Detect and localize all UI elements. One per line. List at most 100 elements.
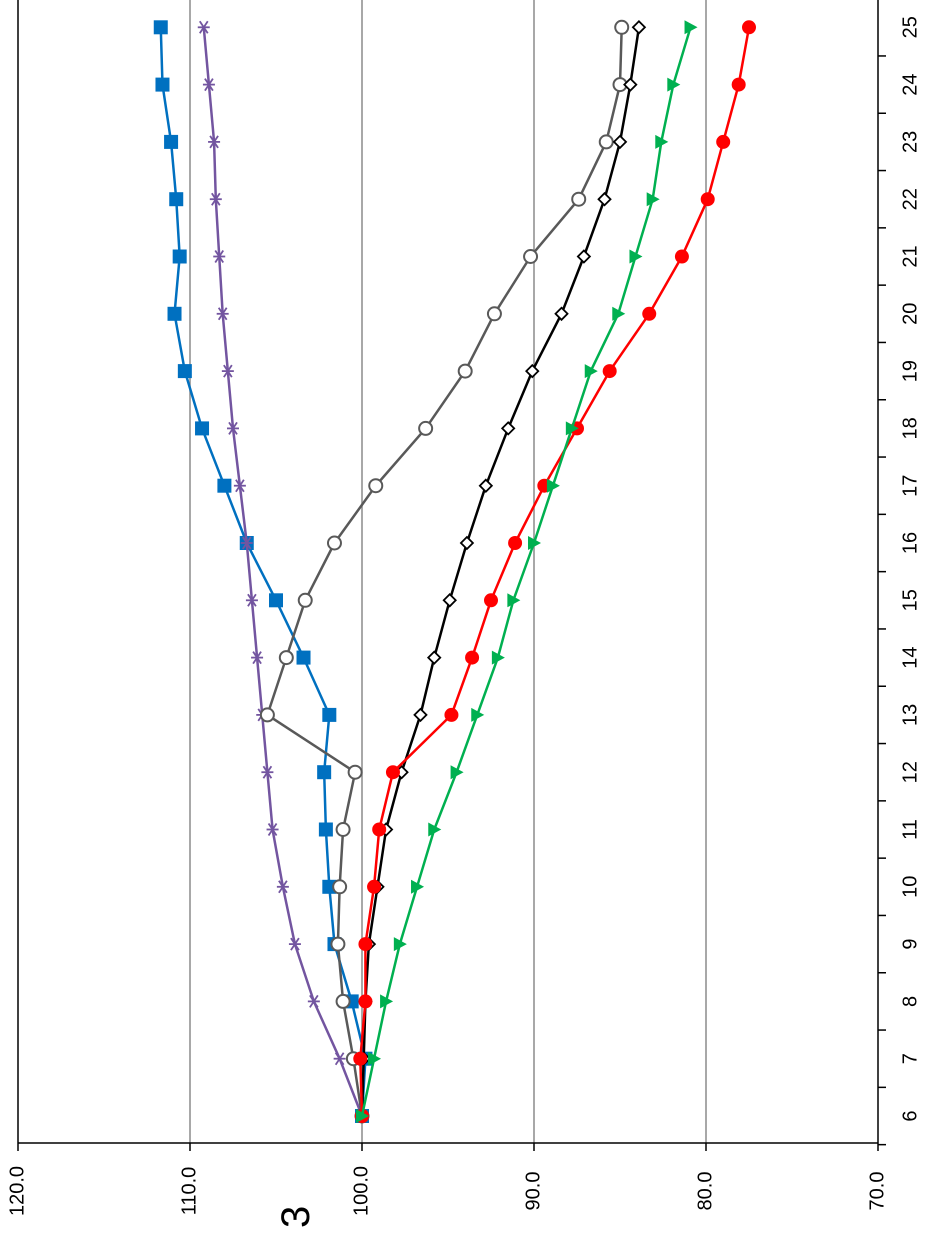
data-point (442, 593, 457, 608)
data-point (684, 20, 698, 35)
series-line (360, 26, 692, 1117)
data-point (353, 1051, 368, 1066)
data-point (731, 77, 746, 92)
data-point (457, 363, 473, 379)
data-point (326, 535, 342, 551)
data-point (491, 650, 505, 665)
data-point (297, 592, 313, 608)
data-point (358, 994, 373, 1009)
data-point (251, 651, 264, 665)
data-point (576, 249, 592, 264)
data-point (528, 536, 541, 550)
x-tick-label: 8 (899, 996, 921, 1007)
tick-labels: 6 7 8 9 10 11 12 13 14 15 16 17 18 19 20 21 22 23 24 25 120.… (6, 16, 921, 1216)
data-point (332, 879, 348, 895)
data-point (259, 707, 275, 723)
data-point (227, 421, 239, 435)
data-point (584, 364, 598, 379)
data-point (296, 650, 311, 665)
data-point (209, 192, 222, 206)
data-point (266, 823, 279, 836)
data-point (380, 994, 394, 1009)
data-point (335, 993, 351, 1009)
x-tick-label: 25 (899, 16, 921, 38)
data-point (169, 192, 184, 207)
x-tick-label: 17 (899, 475, 921, 497)
data-point (444, 707, 459, 722)
data-point (486, 306, 502, 322)
data-point (565, 421, 579, 436)
data-point (571, 191, 587, 207)
x-tick-label: 7 (899, 1053, 921, 1064)
data-point (172, 249, 187, 264)
series-line (359, 27, 751, 1117)
data-point (335, 822, 351, 837)
data-point (418, 420, 434, 436)
data-point (428, 822, 442, 837)
data-point (322, 879, 337, 894)
x-tick-label: 12 (899, 761, 921, 783)
data-point (484, 593, 498, 608)
data-point (276, 880, 289, 894)
data-point (465, 650, 480, 665)
data-point (202, 78, 215, 92)
data-point (368, 478, 384, 494)
data-point (525, 363, 540, 379)
x-tick-label: 22 (899, 188, 921, 210)
x-tick-label: 23 (899, 131, 921, 153)
data-point (612, 134, 628, 150)
data-point (426, 650, 442, 665)
data-point (269, 593, 283, 608)
data-point (623, 77, 638, 92)
data-point (507, 593, 521, 608)
data-point (716, 134, 731, 149)
data-point (318, 822, 333, 837)
x-tick-label: 6 (899, 1110, 921, 1121)
data-point (197, 20, 210, 34)
data-point (667, 77, 681, 92)
y-tick-label: 80.0 (694, 1172, 716, 1211)
x-tick-label: 21 (899, 245, 921, 267)
data-point (411, 879, 425, 894)
data-point (356, 1109, 369, 1123)
data-point (742, 20, 756, 35)
y-tick-label: 100.0 (350, 1166, 372, 1216)
x-tick-label: 14 (899, 646, 921, 668)
data-point (358, 937, 373, 952)
series-line (202, 27, 364, 1117)
data-point (614, 19, 630, 35)
data-point (459, 535, 475, 551)
series-line (159, 27, 367, 1117)
x-tick-label: 16 (899, 532, 921, 554)
series-line (266, 27, 623, 1117)
x-tick-label: 20 (899, 303, 921, 325)
y-tick-label: 90.0 (522, 1172, 544, 1211)
data-point (674, 249, 689, 264)
series-5 (353, 20, 756, 1123)
data-point (330, 936, 346, 952)
data-point (700, 192, 715, 207)
series-3 (259, 19, 630, 1124)
series-layer (153, 19, 756, 1124)
data-point (372, 822, 387, 837)
data-point (221, 364, 234, 378)
data-point (240, 536, 253, 550)
data-point (450, 765, 464, 780)
data-point (278, 650, 294, 666)
y-tick-label: 70.0 (866, 1172, 888, 1211)
data-point (288, 937, 301, 951)
data-point (629, 249, 643, 264)
data-point (598, 134, 614, 150)
data-point (195, 421, 210, 436)
data-point (642, 306, 657, 321)
x-tick-label: 13 (899, 704, 921, 726)
x-tick-label: 11 (899, 819, 921, 840)
axes (17, 0, 886, 1151)
data-point (261, 765, 274, 779)
x-tick-label: 10 (899, 876, 921, 898)
data-point (233, 479, 246, 493)
data-point (655, 134, 669, 149)
data-point (500, 421, 516, 436)
data-point (646, 192, 660, 207)
